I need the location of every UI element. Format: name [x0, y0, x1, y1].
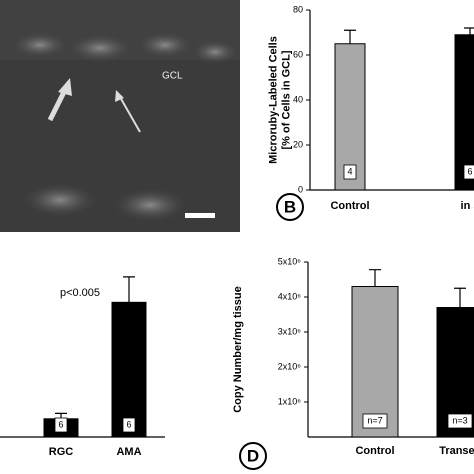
x-tick-label: Transec [439, 445, 474, 457]
annotation: p<0.005 [60, 287, 100, 299]
x-tick-label: Control [355, 445, 394, 457]
y-tick-label: 80 [293, 4, 303, 14]
error-bar [464, 27, 474, 35]
y-tick-label: 60 [293, 49, 303, 59]
bar-label-box [343, 164, 357, 180]
error-bar [344, 29, 356, 44]
y-axis-title: Copy Number/mg tissue [232, 286, 244, 413]
bar-label-box [362, 413, 388, 429]
panel-label: B [284, 197, 296, 216]
arrow [119, 96, 141, 133]
error-bar [369, 269, 381, 287]
arrowhead [58, 78, 72, 96]
bar-label-box [122, 417, 136, 433]
y-axis-title: Microruby-Labeled Cells [267, 36, 279, 164]
error-bar [123, 276, 135, 303]
bar-label: 6 [126, 419, 131, 429]
y-tick-label: 0 [298, 184, 303, 194]
cell-cluster [135, 31, 195, 59]
cell-cluster [20, 182, 100, 218]
bar-label: n=3 [452, 415, 467, 425]
panel-label: D [247, 446, 259, 465]
bar-label: 6 [58, 419, 63, 429]
panel-circle [239, 442, 267, 470]
bar-label: n=7 [367, 415, 382, 425]
x-tick-label: RGC [49, 446, 74, 458]
bar-label-box [447, 413, 473, 429]
x-tick-label: Control [330, 200, 369, 212]
y-tick-label: 1x10⁶ [278, 396, 302, 406]
bar-label: 4 [347, 166, 352, 176]
y-tick-label: 5x10⁶ [278, 256, 302, 266]
y-tick-label: 2x10⁶ [278, 361, 302, 371]
y-tick-label: 40 [293, 94, 303, 104]
layer-label: GCL [162, 71, 183, 82]
cell-cluster [10, 31, 70, 59]
y-tick-label: 20 [293, 139, 303, 149]
y-tick-label: 3x10⁶ [278, 326, 302, 336]
arrowhead [115, 90, 124, 102]
bar-label: 6 [467, 166, 472, 176]
x-tick-label: in s [461, 200, 474, 212]
x-tick-label: AMA [116, 446, 141, 458]
bar-label-box [463, 164, 474, 180]
micrograph: GCL [0, 0, 240, 232]
bar [111, 301, 147, 438]
cell-cluster [65, 33, 135, 63]
y-axis-title: [% of Cells in GCL] [280, 50, 292, 149]
bar [351, 286, 399, 438]
error-bar [454, 287, 466, 308]
panel-circle [276, 193, 304, 221]
bar-label-box [54, 417, 68, 433]
y-tick-label: 4x10⁶ [278, 291, 302, 301]
cell-cluster [190, 39, 240, 65]
scale-bar [185, 213, 215, 218]
cell-cluster [110, 187, 190, 223]
